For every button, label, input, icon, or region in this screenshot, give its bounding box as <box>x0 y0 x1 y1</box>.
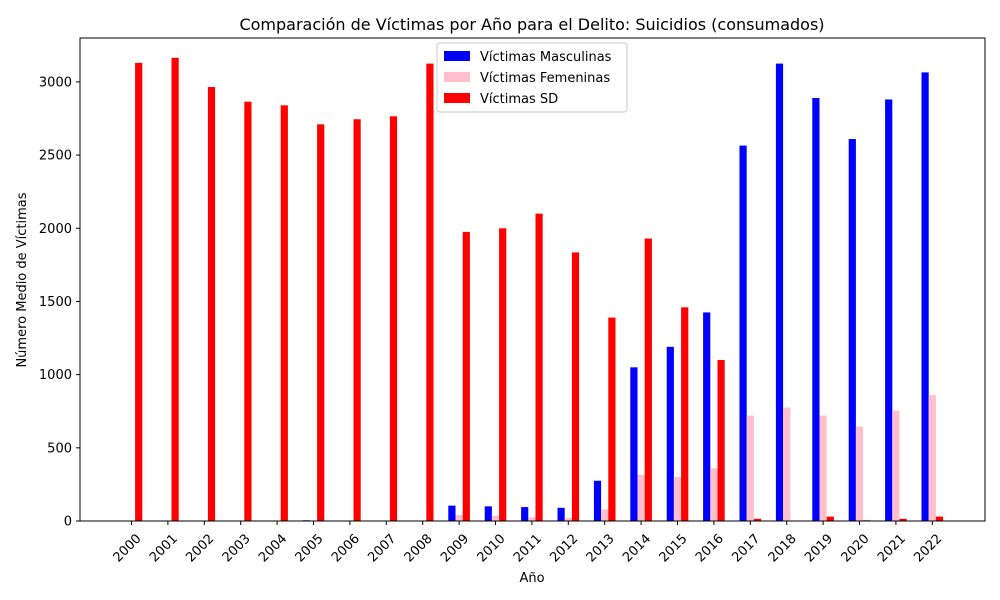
x-tick-label: 2016 <box>693 531 727 565</box>
x-tick-label: 2012 <box>547 531 581 565</box>
bar-víctimas-sd-2000 <box>135 62 143 521</box>
bar-víctimas-femeninas-2013 <box>601 509 609 521</box>
y-tick-label: 3000 <box>39 75 72 90</box>
bar-víctimas-sd-2003 <box>244 101 252 522</box>
x-tick-label: 2007 <box>365 531 399 565</box>
bar-víctimas-femeninas-2020 <box>855 426 864 521</box>
bar-víctimas-masculinas-2020 <box>848 138 856 522</box>
bar-víctimas-masculinas-2010 <box>484 506 492 521</box>
x-tick-label: 2006 <box>329 531 363 565</box>
x-tick-label: 2008 <box>402 531 436 565</box>
bar-víctimas-sd-2015 <box>681 307 689 521</box>
x-tick-label: 2018 <box>766 531 800 565</box>
bar-víctimas-sd-2010 <box>499 228 507 521</box>
bar-víctimas-sd-2022 <box>935 516 944 521</box>
y-axis-label: Número Medio de Víctimas <box>15 192 30 367</box>
x-tick-label: 2011 <box>511 531 545 565</box>
x-tick-label: 2015 <box>657 531 691 565</box>
bar-víctimas-masculinas-2019 <box>812 98 820 521</box>
bar-víctimas-sd-2011 <box>535 213 543 521</box>
x-tick-label: 2000 <box>111 531 145 565</box>
bar-víctimas-sd-2001 <box>171 57 179 521</box>
y-tick-label: 2000 <box>39 222 72 237</box>
bar-víctimas-sd-2019 <box>826 516 834 521</box>
bar-víctimas-femeninas-2014 <box>637 474 645 521</box>
x-tick-label: 2004 <box>256 531 290 565</box>
legend-swatch <box>444 93 470 103</box>
x-tick-label: 2009 <box>438 531 472 565</box>
legend-swatch <box>444 51 470 61</box>
bar-víctimas-femeninas-2018 <box>783 407 791 521</box>
x-tick-label: 2017 <box>729 531 763 565</box>
legend-label: Víctimas Masculinas <box>480 50 612 65</box>
bar-víctimas-masculinas-2015 <box>666 346 674 521</box>
x-tick-label: 2020 <box>839 531 873 565</box>
bar-víctimas-sd-2012 <box>571 252 580 522</box>
bar-víctimas-masculinas-2022 <box>921 72 929 522</box>
x-tick-label: 2019 <box>802 531 836 565</box>
legend-box <box>436 42 628 113</box>
bar-víctimas-masculinas-2009 <box>448 505 456 521</box>
bar-víctimas-femeninas-2021 <box>892 410 900 521</box>
y-tick-label: 0 <box>64 515 72 530</box>
bar-víctimas-masculinas-2017 <box>739 145 747 521</box>
x-tick-label: 2022 <box>911 531 945 565</box>
plot-frame <box>79 37 986 522</box>
x-tick-label: 2001 <box>147 531 181 565</box>
bar-víctimas-femeninas-2009 <box>455 515 463 521</box>
x-tick-label: 2002 <box>183 531 217 565</box>
bar-víctimas-femeninas-2012 <box>564 518 572 521</box>
legend-swatch <box>444 72 470 82</box>
bar-víctimas-masculinas-2016 <box>703 312 711 521</box>
y-axis-ticks: 0 500 1000 1500 2000 2500 3000 <box>39 75 80 530</box>
bar-víctimas-femeninas-2019 <box>819 415 827 521</box>
bar-víctimas-masculinas-2014 <box>630 367 638 521</box>
bar-víctimas-sd-2014 <box>644 238 652 521</box>
y-tick-label: 500 <box>47 441 72 456</box>
bar-víctimas-masculinas-2012 <box>557 507 565 521</box>
bar-víctimas-femeninas-2022 <box>928 395 936 521</box>
bar-víctimas-masculinas-2021 <box>885 99 893 521</box>
bar-víctimas-sd-2002 <box>207 87 216 521</box>
bar-víctimas-femeninas-2011 <box>528 517 536 521</box>
y-tick-label: 2500 <box>39 149 72 164</box>
bar-víctimas-femeninas-2016 <box>710 468 718 521</box>
bar-víctimas-sd-2007 <box>389 116 398 522</box>
bar-víctimas-sd-2009 <box>462 231 470 521</box>
bar-víctimas-masculinas-2011 <box>521 507 529 521</box>
bar-víctimas-sd-2006 <box>353 119 361 521</box>
legend: Víctimas Masculinas Víctimas Femeninas Víc… <box>436 42 628 113</box>
chart-title: Comparación de Víctimas por Año para el … <box>239 15 824 34</box>
bar-víctimas-sd-2004 <box>280 105 288 521</box>
bar-víctimas-sd-2008 <box>426 63 434 522</box>
legend-label: Víctimas Femeninas <box>480 71 610 86</box>
bar-víctimas-sd-2016 <box>717 360 725 521</box>
bar-víctimas-masculinas-2018 <box>775 63 784 522</box>
x-tick-label: 2014 <box>620 531 654 565</box>
bar-víctimas-sd-2017 <box>753 518 762 521</box>
y-tick-label: 1500 <box>39 295 72 310</box>
y-tick-label: 1000 <box>39 368 72 383</box>
legend-label: Víctimas SD <box>480 92 558 107</box>
x-tick-label: 2005 <box>293 531 327 565</box>
x-tick-label: 2003 <box>220 531 254 565</box>
x-tick-label: 2010 <box>475 531 509 565</box>
bar-víctimas-femeninas-2015 <box>673 477 682 521</box>
bar-víctimas-sd-2005 <box>317 124 325 521</box>
x-axis-ticks: 2000 2001 2002 2003 2004 2005 2006 2007 2008 2009… <box>111 521 945 565</box>
bar-víctimas-femeninas-2017 <box>746 415 754 521</box>
plot-area <box>135 57 944 522</box>
bar-víctimas-sd-2021 <box>899 518 907 521</box>
bar-víctimas-masculinas-2013 <box>593 480 602 521</box>
bar-víctimas-sd-2013 <box>608 317 616 521</box>
x-tick-label: 2021 <box>875 531 909 565</box>
x-axis-label: Año <box>519 571 544 586</box>
x-tick-label: 2013 <box>584 531 618 565</box>
bar-víctimas-femeninas-2010 <box>491 515 500 521</box>
